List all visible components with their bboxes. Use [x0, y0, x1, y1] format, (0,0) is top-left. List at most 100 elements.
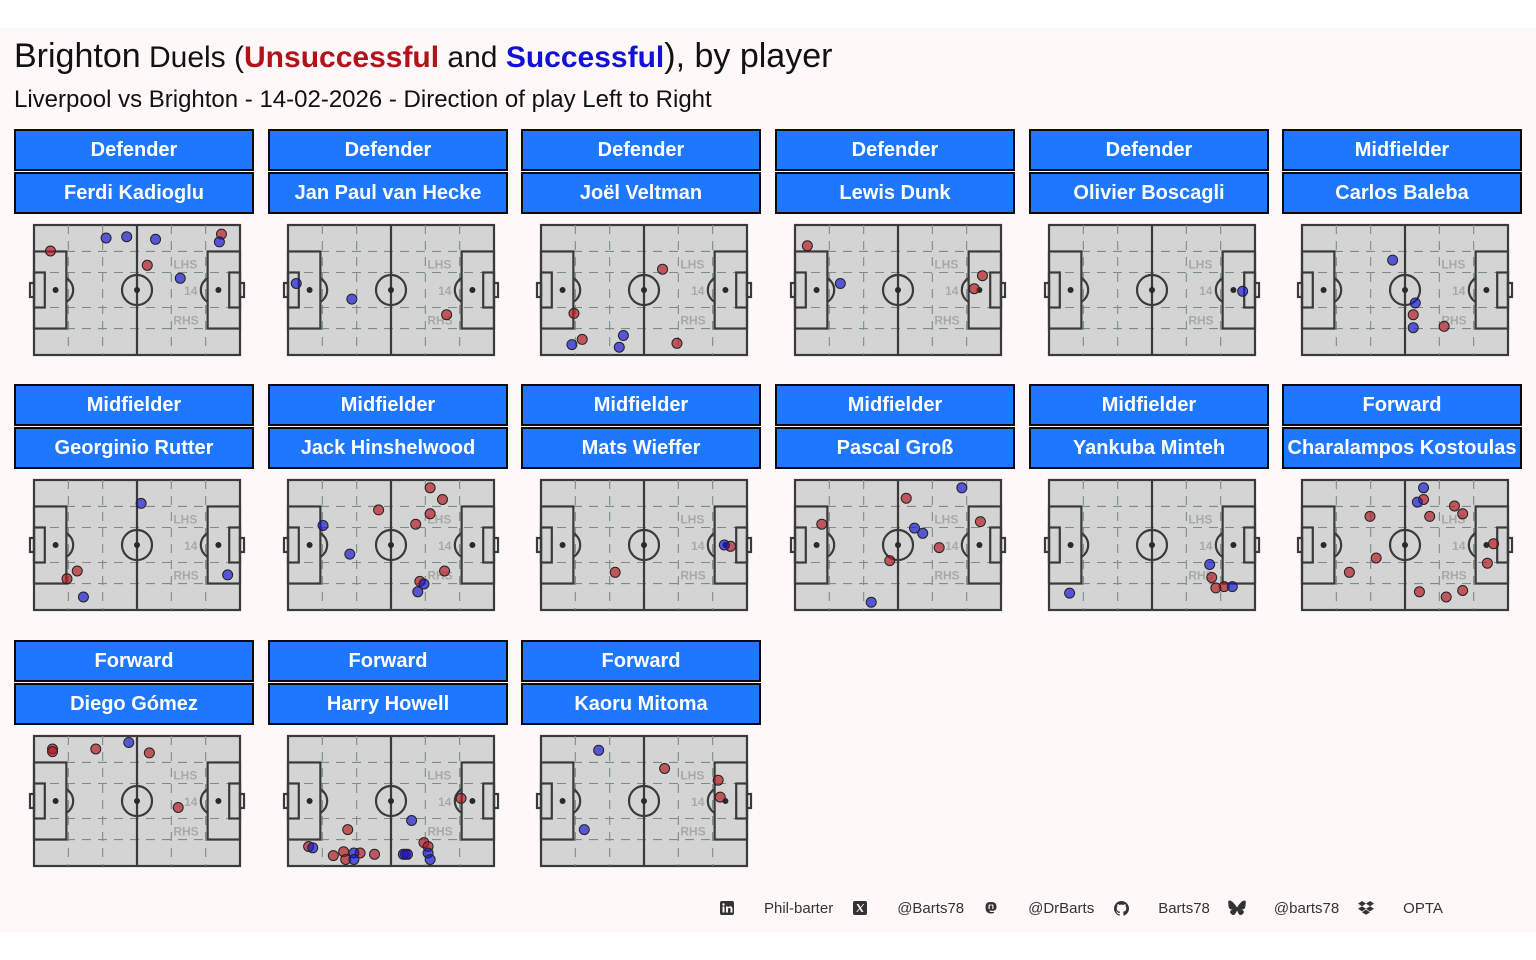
footer-item-mastodon[interactable]: @DrBarts — [982, 899, 1112, 917]
duel-point-successful — [290, 278, 302, 289]
position-strip: Midfielder — [521, 384, 761, 426]
duel-point-successful — [424, 854, 436, 865]
player-panel: Midfielder Mats Wieffer LHS 14 RHS — [521, 384, 761, 624]
centre-spot — [895, 287, 901, 293]
duel-point-unsuccessful — [576, 333, 588, 345]
duel-point-successful — [412, 586, 424, 598]
penalty-arc — [572, 788, 582, 814]
zone-label-14: 14 — [691, 539, 705, 553]
player-name-strip: Lewis Dunk — [775, 172, 1015, 214]
zone-label-14: 14 — [1199, 284, 1213, 298]
position-strip: Forward — [14, 640, 254, 682]
position-strip: Defender — [775, 129, 1015, 171]
penalty-arc — [199, 277, 209, 303]
footer-item-x[interactable]: @Barts78 — [851, 899, 982, 917]
zone-label-14: 14 — [691, 795, 705, 809]
duel-point-unsuccessful — [976, 270, 988, 282]
player-name-strip: Jan Paul van Hecke — [268, 172, 508, 214]
goal-left — [535, 536, 543, 554]
footer-item-linkedin[interactable]: Phil-barter — [718, 899, 851, 917]
penalty-spot — [1067, 287, 1074, 293]
duel-point-successful — [718, 539, 730, 551]
duel-point-unsuccessful — [657, 263, 669, 275]
goal-right — [745, 536, 753, 554]
player-name-strip: Diego Gómez — [14, 683, 254, 725]
centre-circle — [881, 273, 915, 307]
duel-point-successful — [135, 497, 147, 509]
position-strip: Defender — [268, 129, 508, 171]
player-panel: Defender Olivier Boscagli LHS 14 RHS — [1029, 129, 1269, 369]
zone-label-14: 14 — [184, 284, 198, 298]
duel-point-unsuccessful — [1438, 320, 1450, 332]
zone-label-rhs: RHS — [173, 314, 198, 328]
player-name-strip: Pascal Groß — [775, 427, 1015, 469]
chart-canvas — [0, 28, 1536, 932]
duel-point-successful — [1411, 496, 1423, 508]
centre-spot — [1149, 287, 1155, 293]
penalty-arc — [199, 532, 209, 558]
player-panel: Midfielder Georginio Rutter LHS 14 RHS — [14, 384, 254, 624]
duel-point-successful — [578, 824, 590, 836]
penalty-spot — [469, 798, 476, 804]
penalty-spot — [1320, 542, 1327, 548]
duel-point-unsuccessful — [1210, 582, 1222, 594]
centre-spot — [388, 542, 394, 548]
goal-left — [28, 792, 36, 810]
player-panel: Forward Diego Gómez LHS 14 RHS — [14, 640, 254, 880]
duel-point-successful — [613, 341, 625, 353]
centre-spot — [641, 287, 647, 293]
penalty-spot — [722, 287, 729, 293]
penalty-arc — [1214, 277, 1224, 303]
player-name-strip: Mats Wieffer — [521, 427, 761, 469]
penalty-spot — [215, 542, 222, 548]
zone-label-14: 14 — [438, 284, 452, 298]
zone-label-lhs: LHS — [934, 512, 958, 526]
zone-label-14: 14 — [945, 284, 959, 298]
title-and: and — [439, 41, 506, 74]
centre-spot — [641, 542, 647, 548]
duel-point-unsuccessful — [712, 774, 724, 786]
position-strip: Midfielder — [1282, 129, 1522, 171]
player-name-strip: Ferdi Kadioglu — [14, 172, 254, 214]
duel-point-unsuccessful — [801, 240, 813, 252]
goal-right — [1506, 281, 1514, 299]
penalty-spot — [1230, 542, 1237, 548]
duel-point-unsuccessful — [1407, 309, 1419, 321]
duel-point-successful — [917, 527, 929, 539]
goal-left — [282, 281, 290, 299]
title-close: ), by player — [664, 37, 833, 75]
title-successful: Successful — [505, 41, 665, 74]
duel-point-unsuccessful — [1370, 552, 1382, 564]
duel-point-successful — [174, 272, 186, 284]
position-strip: Midfielder — [268, 384, 508, 426]
footer-text-github: Barts78 — [1158, 899, 1210, 917]
zone-label-lhs: LHS — [1441, 257, 1465, 271]
penalty-arc — [1333, 532, 1343, 558]
player-panel: Midfielder Pascal Groß LHS 14 RHS — [775, 384, 1015, 624]
zone-label-14: 14 — [184, 539, 198, 553]
zone-label-rhs: RHS — [173, 825, 198, 839]
player-panel: Defender Jan Paul van Hecke LHS 14 RHS — [268, 129, 508, 369]
zone-label-14: 14 — [184, 795, 198, 809]
footer-item-bluesky[interactable]: @barts78 — [1228, 899, 1357, 917]
penalty-arc — [960, 277, 970, 303]
goal-right — [999, 281, 1007, 299]
penalty-arc — [453, 277, 463, 303]
duel-point-successful — [1237, 285, 1249, 297]
player-name-strip: Jack Hinshelwood — [268, 427, 508, 469]
footer-item-github[interactable]: Barts78 — [1112, 899, 1228, 917]
centre-spot — [1149, 542, 1155, 548]
duel-point-unsuccessful — [439, 565, 451, 577]
penalty-spot — [1230, 287, 1237, 293]
zone-label-rhs: RHS — [934, 314, 959, 328]
goal-left — [535, 281, 543, 299]
centre-spot — [1402, 542, 1408, 548]
